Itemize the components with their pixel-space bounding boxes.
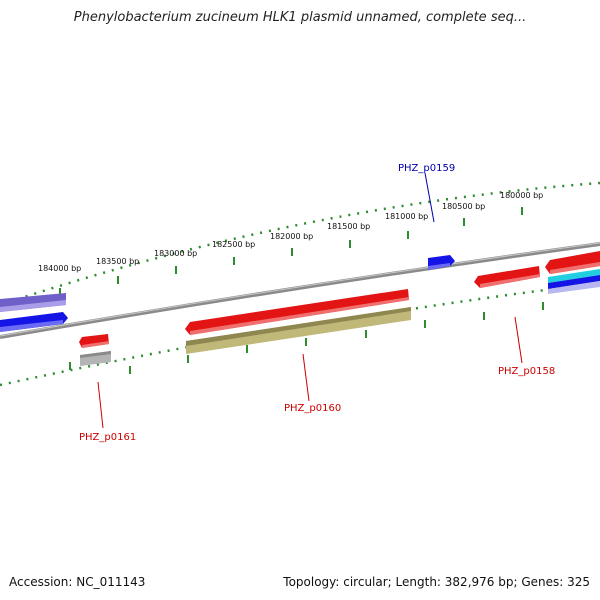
- tick-label: 181000 bp: [385, 212, 428, 221]
- gene-feature: [545, 251, 600, 274]
- gene-label-p0161: PHZ_p0161: [79, 432, 136, 443]
- backbone: [0, 242, 600, 339]
- tick-label: 184000 bp: [38, 264, 81, 273]
- accession-label: Accession: NC_011143: [9, 575, 146, 589]
- tick-label: 180500 bp: [442, 202, 485, 211]
- inner-major-ticks: [69, 302, 544, 374]
- gene-feature: [548, 269, 600, 283]
- tick-label: 180000 bp: [500, 191, 543, 200]
- gene-feature: [548, 275, 600, 289]
- leader-line: [97, 381, 104, 429]
- gene-feature: [550, 262, 600, 274]
- gene-feature: [186, 307, 411, 346]
- tick-label: 181500 bp: [327, 222, 370, 231]
- gene-feature: [480, 274, 540, 288]
- gene-label-p0160: PHZ_p0160: [284, 403, 341, 414]
- gene-feature: [0, 320, 63, 332]
- features: [0, 251, 600, 366]
- ruler-tick-labels: 184000 bp 183500 bp 183000 bp 182500 bp …: [38, 191, 543, 273]
- gene-feature: [548, 281, 600, 294]
- outer-major-ticks: [59, 207, 523, 296]
- tick-label: 182500 bp: [212, 240, 255, 249]
- tick-label: 183500 bp: [96, 257, 139, 266]
- gene-label-p0159: PHZ_p0159: [398, 163, 455, 174]
- leader-line: [424, 172, 435, 223]
- leader-line: [514, 316, 523, 364]
- label-leaders: [97, 172, 523, 429]
- gene-labels: PHZ_p0159 PHZ_p0160 PHZ_p0158 PHZ_p0161: [79, 163, 555, 443]
- gene-feature: [82, 341, 109, 348]
- gene-feature: [0, 300, 66, 312]
- leader-line: [302, 353, 310, 402]
- tick-label: 182000 bp: [270, 232, 313, 241]
- tick-label: 183000 bp: [154, 249, 197, 258]
- gene-feature: [190, 297, 409, 335]
- gene-feature: [428, 263, 450, 270]
- gene-feature: [80, 351, 111, 358]
- gene-label-p0158: PHZ_p0158: [498, 366, 555, 377]
- map-title: Phenylobacterium zucineum HLK1 plasmid u…: [73, 10, 527, 25]
- topology-summary: Topology: circular; Length: 382,976 bp; …: [283, 575, 590, 589]
- backbone-highlight: [0, 242, 600, 337]
